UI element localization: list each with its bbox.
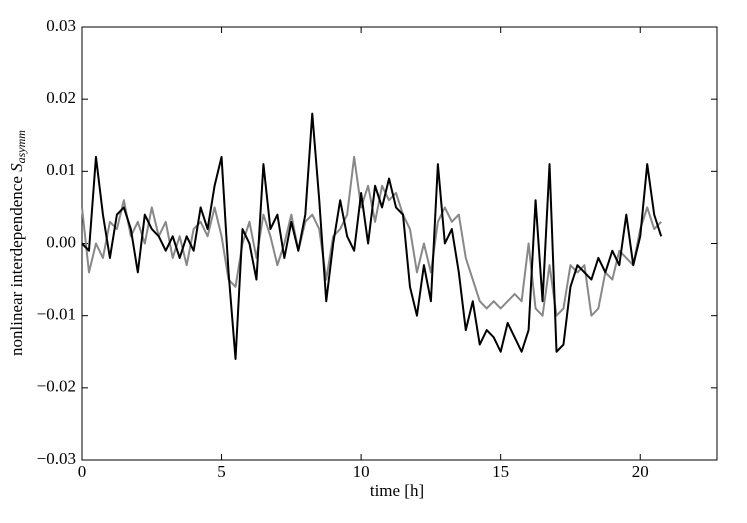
y-tick-label: −0.03 [37,449,76,468]
x-tick-label: 0 [78,462,87,481]
series-line [81,112,663,360]
y-label-text: nonlinear interdependence [7,176,26,356]
y-axis-label: nonlinear interdependence Sasymm [7,130,28,356]
y-tick-label: 0.01 [46,160,76,179]
y-label-symbol: S [7,163,26,172]
x-tick-label: 15 [492,462,509,481]
y-tick-label: −0.02 [37,377,76,396]
x-axis-label: time [h] [370,481,424,500]
y-tick-label: 0.03 [46,16,76,35]
x-tick-label: 20 [632,462,649,481]
y-tick-label: −0.01 [37,305,76,324]
y-tick-label: 0.02 [46,88,76,107]
series-line [81,155,662,317]
x-tick-label: 10 [353,462,370,481]
x-tick-label: 5 [217,462,226,481]
y-tick-label: 0.00 [46,232,76,251]
y-label-subscript: asymm [14,130,28,164]
